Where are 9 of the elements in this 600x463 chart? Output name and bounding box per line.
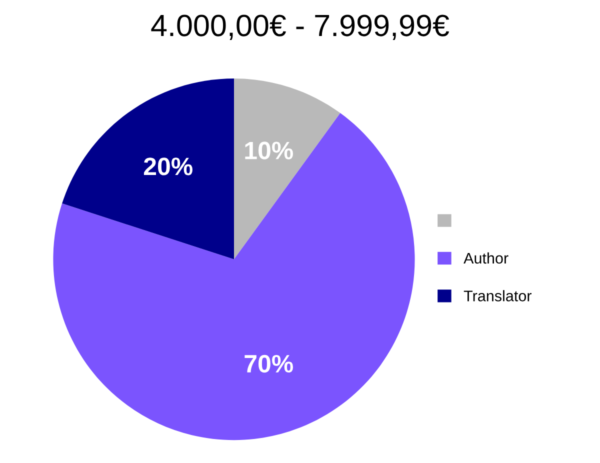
chart-title: 4.000,00€ - 7.999,99€	[151, 14, 450, 40]
data-label: 10%	[245, 142, 293, 160]
legend-label: Translator	[464, 290, 532, 302]
data-label: 70%	[244, 354, 293, 373]
pie-slice	[234, 78, 340, 260]
pie-slice	[62, 78, 234, 260]
pie-slice	[53, 113, 415, 440]
legend-label: Author	[464, 252, 508, 264]
data-label: 20%	[144, 158, 192, 176]
